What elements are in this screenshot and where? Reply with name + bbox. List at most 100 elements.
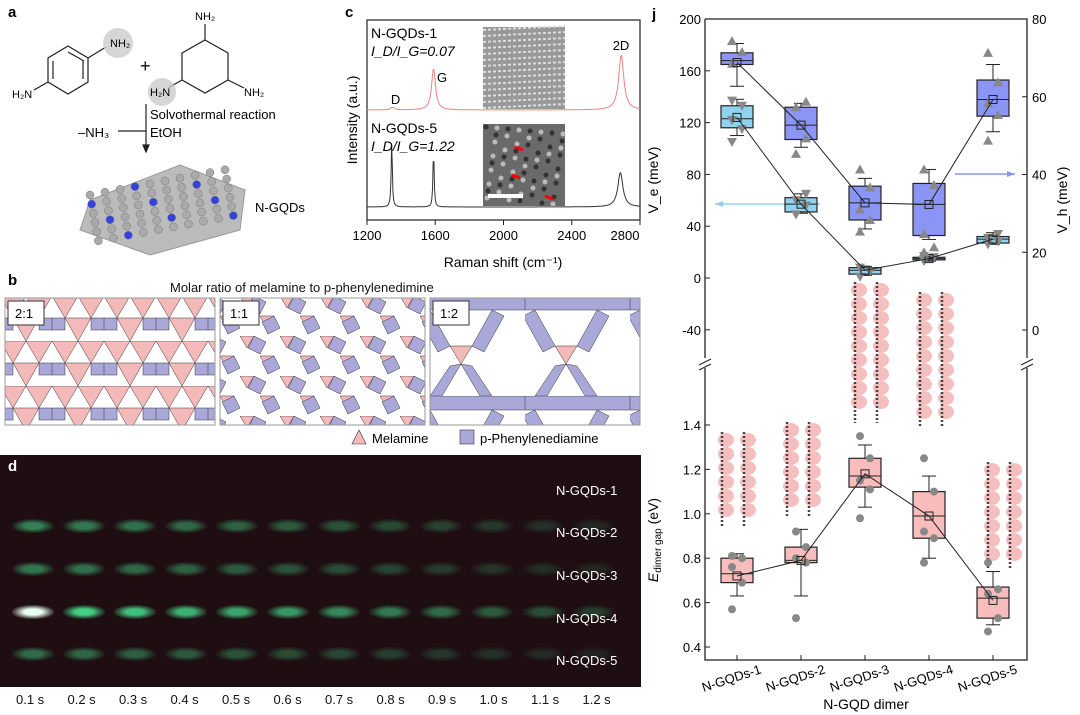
solvent-label: EtOH [150, 125, 182, 140]
time-label: 0.2 s [67, 692, 96, 707]
scale-bar [488, 194, 523, 198]
orbital-lobe [805, 423, 821, 437]
data-point [801, 201, 811, 211]
time-label: 0.3 s [119, 692, 148, 707]
luminescence-spot [471, 562, 513, 576]
luminescence-spot [420, 605, 462, 619]
atom [229, 211, 238, 220]
data-point [856, 514, 864, 523]
data-point [930, 534, 938, 543]
orbital-lobe [984, 519, 1000, 533]
orbital-lobe [783, 465, 799, 479]
atom [162, 185, 171, 195]
atom [184, 219, 193, 229]
highlight-circle [103, 28, 133, 58]
raman-spectrum-2 [367, 144, 641, 208]
orbital-lobe [740, 489, 756, 503]
luminescence-spot [573, 519, 615, 533]
time-label: 0.7 s [325, 692, 354, 707]
y-axis-label-ve: V_e (meV) [645, 147, 661, 214]
orbital-lobe [851, 339, 867, 353]
mean-marker [796, 555, 806, 565]
atom [120, 212, 130, 222]
atom [154, 225, 163, 234]
orbital-lobe [783, 423, 799, 437]
luminescence-spot [267, 647, 309, 661]
luminescence-spot [522, 605, 564, 619]
atom [179, 192, 188, 201]
orbital-lobe [718, 503, 734, 517]
atom [210, 195, 220, 205]
luminescence-spot [165, 519, 207, 533]
defect-arrow [511, 173, 521, 180]
axis-break [1020, 358, 1034, 371]
atom [149, 197, 158, 207]
mean-marker [732, 112, 742, 122]
data-point [993, 110, 1003, 120]
ratio-label: 1:1 [230, 306, 248, 321]
data-point [791, 148, 801, 158]
panel-d-image: d N-GQDs-1 N-GQDs-2 N-GQDs-3 N-GQDs-4 N-GQDs… [0, 455, 641, 687]
data-point [929, 242, 939, 252]
highlight-circle [148, 78, 176, 106]
orbital-lobe [916, 321, 932, 335]
atom [115, 185, 125, 194]
orbital-lobe [1006, 477, 1022, 491]
panel-label-j: j [652, 6, 657, 23]
reaction-condition: Solvothermal reaction [150, 107, 276, 122]
time-label: 0.4 s [170, 692, 199, 707]
orbital-lobe [718, 489, 734, 503]
sample-label: N-GQDs-5 [556, 653, 618, 668]
legend-ppd: p-Phenylenediamine [480, 431, 599, 446]
luminescence-spot [522, 519, 564, 533]
luminescence-spot [216, 519, 258, 533]
data-point [983, 240, 993, 250]
vh-mean-line [736, 62, 994, 205]
orbital-lobe [873, 395, 889, 409]
orbital-lobe [783, 437, 799, 451]
orbital-lobe [718, 433, 734, 447]
defect-arrow [544, 194, 554, 201]
x-tick-label: N-GQDs-5 [956, 662, 1019, 695]
mean-marker [924, 511, 934, 521]
amine-label: H₂N [150, 87, 170, 99]
raman-chart: 1200 1600 2000 2400 2800 Raman shift (cm⁻¹) In… [344, 19, 641, 270]
luminescence-spot [369, 519, 411, 533]
atom [160, 176, 170, 186]
egap-mean-line [736, 473, 994, 601]
atom [169, 222, 178, 232]
atom [137, 219, 146, 228]
orbital-lobe [740, 503, 756, 517]
atom [190, 171, 200, 180]
atom [135, 209, 145, 219]
atom [195, 198, 205, 208]
data-point [791, 210, 801, 220]
luminescence-spot [471, 519, 513, 533]
panel-label-b: b [8, 272, 18, 289]
orbital-lobe [873, 381, 889, 395]
data-point [920, 454, 928, 463]
luminescence-spot [573, 605, 615, 619]
atom [227, 202, 236, 211]
y-axis-label: Intensity (a.u.) [344, 76, 360, 165]
orbital-lobe [873, 353, 889, 367]
data-point [855, 226, 865, 236]
atom [194, 189, 203, 198]
atom [224, 183, 233, 193]
orbital-lobe [938, 349, 954, 363]
mean-marker [988, 234, 998, 244]
sample-label: N-GQDs-3 [556, 568, 618, 583]
data-point [737, 47, 747, 57]
x-tick-label: N-GQDs-3 [828, 662, 891, 695]
data-point [920, 558, 928, 567]
orbital-lobe [873, 367, 889, 381]
luminescence-spot [522, 562, 564, 576]
vh-box [912, 182, 946, 237]
egap-box [720, 557, 754, 584]
orbital-lobe [740, 461, 756, 475]
orbital-lobe [938, 405, 954, 419]
data-point [865, 214, 875, 224]
y-tick-label-bottom: 0.8 [683, 551, 701, 566]
data-point [929, 179, 939, 189]
orbital-lobe [783, 479, 799, 493]
